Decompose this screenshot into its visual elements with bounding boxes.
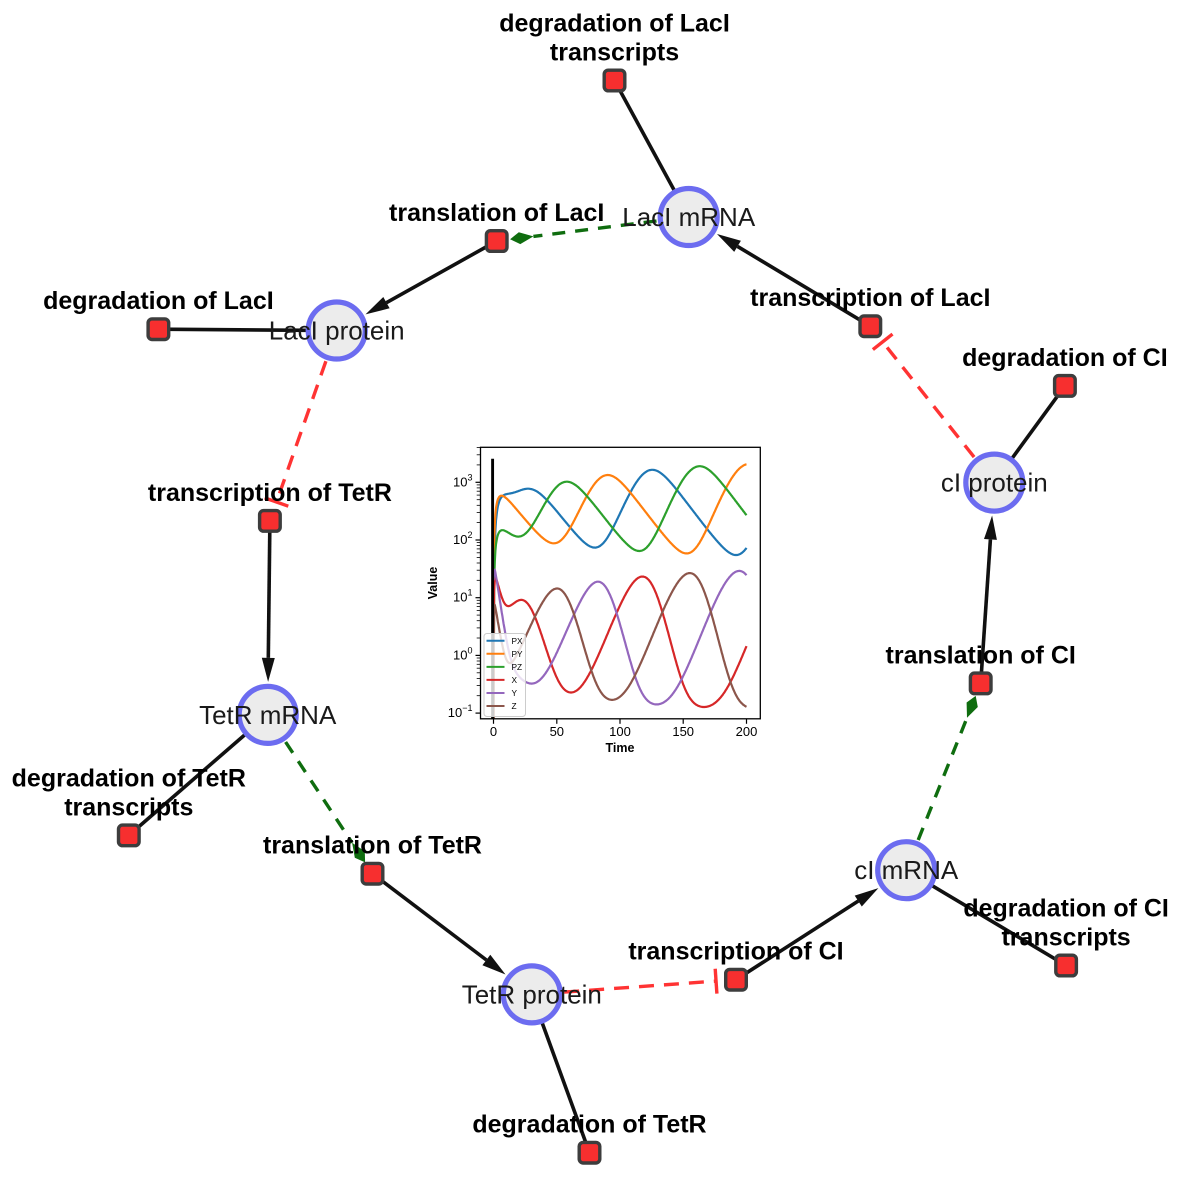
svg-text:translation of TetR: translation of TetR <box>263 832 482 860</box>
svg-text:degradation of CI: degradation of CI <box>963 895 1169 923</box>
svg-text:0: 0 <box>490 724 497 739</box>
svg-text:transcripts: transcripts <box>64 793 193 821</box>
svg-text:150: 150 <box>672 724 694 739</box>
svg-text:50: 50 <box>550 724 564 739</box>
svg-text:cI protein: cI protein <box>941 468 1048 498</box>
svg-text:degradation of CI: degradation of CI <box>962 344 1168 372</box>
svg-text:Value: Value <box>426 567 440 600</box>
svg-text:degradation of LacI: degradation of LacI <box>43 287 274 315</box>
svg-text:TetR mRNA: TetR mRNA <box>199 700 337 730</box>
svg-text:transcription of CI: transcription of CI <box>628 938 843 966</box>
svg-text:PZ: PZ <box>512 662 523 672</box>
svg-text:PY: PY <box>512 649 524 659</box>
svg-text:transcription of LacI: transcription of LacI <box>750 284 990 312</box>
svg-text:200: 200 <box>736 724 758 739</box>
svg-text:Z: Z <box>512 701 517 711</box>
svg-text:Y: Y <box>512 688 518 698</box>
svg-text:translation of LacI: translation of LacI <box>389 199 604 227</box>
svg-text:degradation of TetR: degradation of TetR <box>472 1111 706 1139</box>
svg-text:translation of CI: translation of CI <box>886 641 1076 669</box>
svg-text:X: X <box>512 675 518 685</box>
svg-text:transcripts: transcripts <box>1001 924 1130 952</box>
svg-text:transcription of TetR: transcription of TetR <box>148 479 392 507</box>
svg-text:PX: PX <box>512 636 524 646</box>
svg-text:cI mRNA: cI mRNA <box>854 855 959 885</box>
svg-text:100: 100 <box>609 724 631 739</box>
svg-text:LacI protein: LacI protein <box>269 316 405 346</box>
svg-text:LacI mRNA: LacI mRNA <box>622 202 756 232</box>
svg-text:degradation of TetR: degradation of TetR <box>12 764 246 792</box>
svg-text:degradation of LacI: degradation of LacI <box>499 10 730 38</box>
svg-text:Time: Time <box>606 741 635 755</box>
svg-text:TetR protein: TetR protein <box>462 979 602 1009</box>
svg-text:transcripts: transcripts <box>550 39 679 67</box>
